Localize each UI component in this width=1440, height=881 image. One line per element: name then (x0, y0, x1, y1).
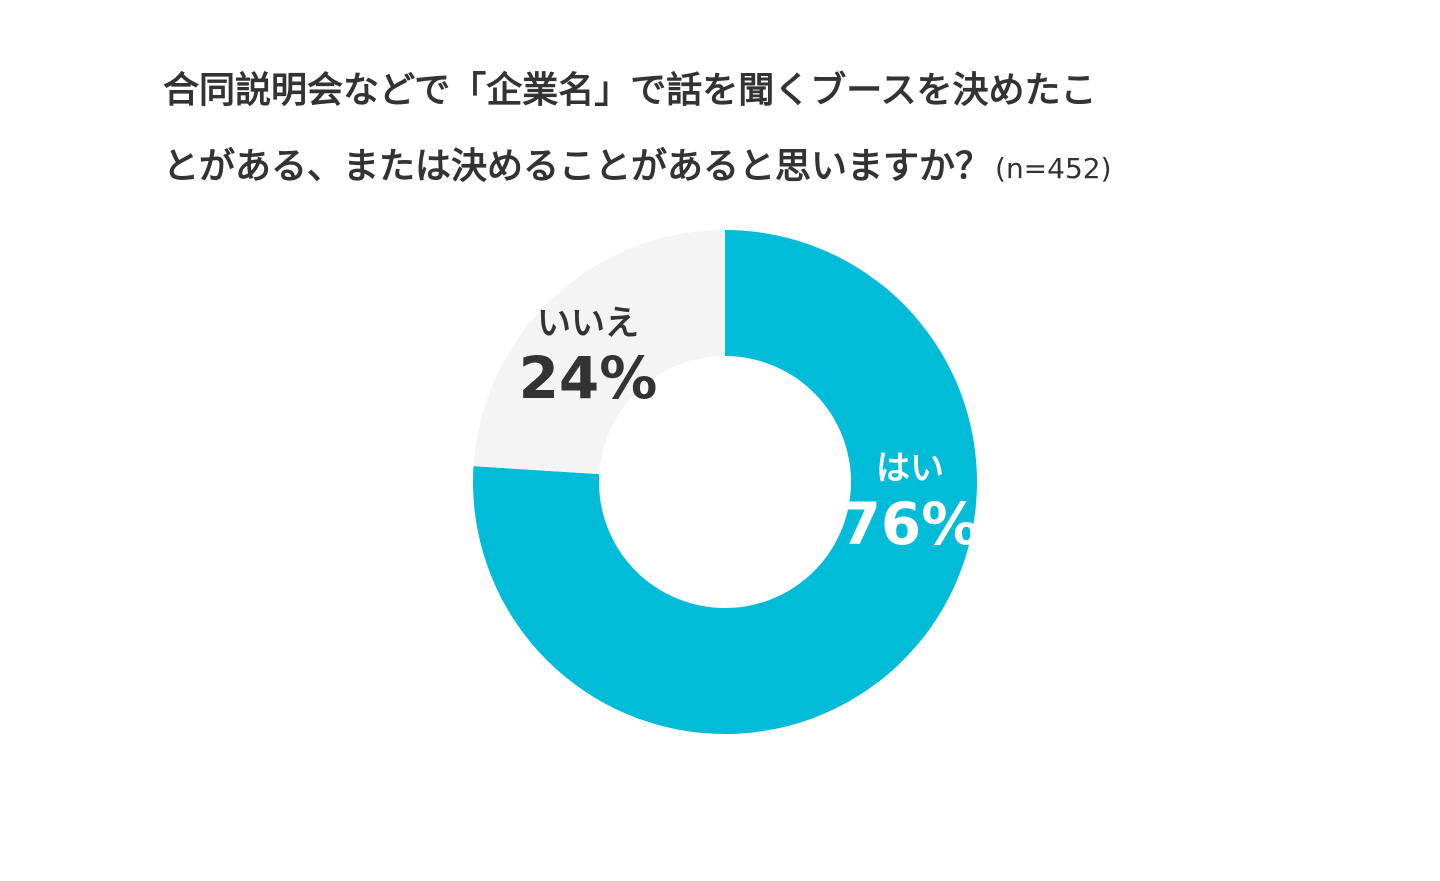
donut-slice (473, 230, 725, 475)
chart-title: 合同説明会などで「企業名」で話を聞くブースを決めたこ (163, 69, 1096, 111)
donut-slice (473, 230, 977, 734)
slice-label: はい (876, 449, 944, 489)
chart-title: とがある、または決めることがあると思いますか？ (163, 146, 991, 187)
value-label: 24% (519, 344, 658, 412)
chart-subtitle: (n=452) (995, 152, 1112, 185)
value-label: 76% (841, 490, 980, 558)
slice-label: いいえ (537, 304, 639, 344)
